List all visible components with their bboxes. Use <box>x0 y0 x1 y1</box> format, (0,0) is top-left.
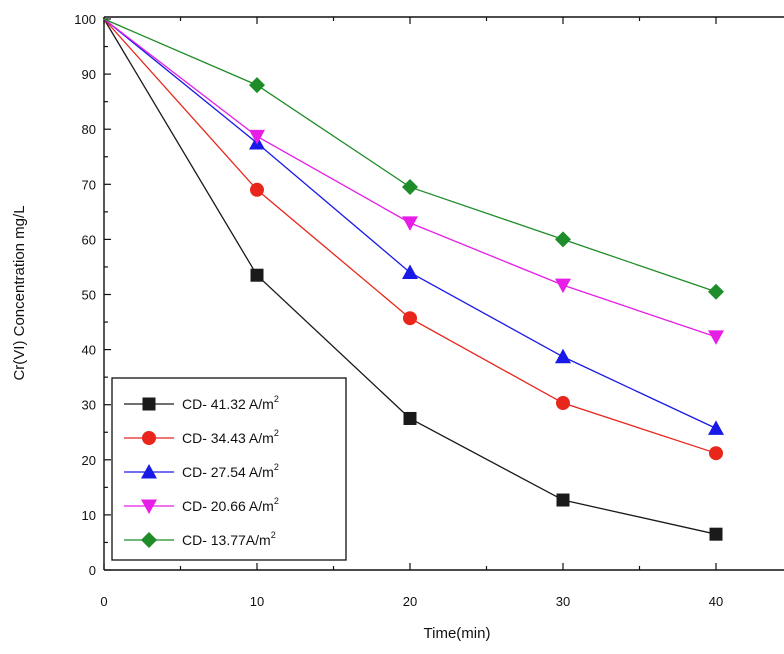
data-point <box>403 411 417 425</box>
legend-label: CD- 41.32 A/m2 <box>182 394 279 412</box>
data-point <box>250 182 264 197</box>
y-tick-label: 20 <box>82 453 96 468</box>
data-point <box>402 179 418 196</box>
y-tick-label: 40 <box>82 343 96 358</box>
legend-entry: CD- 13.77A/m2 <box>124 530 276 548</box>
y-tick-label: 100 <box>74 12 96 27</box>
y-tick-label: 10 <box>82 508 96 523</box>
y-tick-label: 50 <box>82 288 96 303</box>
data-point <box>555 231 571 248</box>
series-3 <box>103 18 724 435</box>
x-tick-label: 0 <box>100 594 107 609</box>
legend-label: CD- 34.43 A/m2 <box>182 428 279 446</box>
legend-entry: CD- 34.43 A/m2 <box>124 428 279 446</box>
data-point <box>402 264 418 279</box>
legend-marker <box>142 397 156 411</box>
plot-area <box>103 16 784 571</box>
legend-label-superscript: 2 <box>274 394 279 404</box>
data-point <box>402 216 418 231</box>
legend-entry: CD- 27.54 A/m2 <box>124 462 279 480</box>
legend-marker <box>141 532 157 548</box>
y-tick-label: 70 <box>82 177 96 192</box>
data-point <box>555 348 571 364</box>
x-tick-label: 20 <box>403 594 417 609</box>
legend-label: CD- 20.66 A/m2 <box>182 496 279 514</box>
series-4 <box>103 18 724 345</box>
data-point <box>708 330 724 345</box>
legend-marker <box>141 464 157 479</box>
series-line <box>103 18 717 338</box>
x-tick-label: 30 <box>556 594 570 609</box>
data-point <box>556 493 570 507</box>
legend-label: CD- 13.77A/m2 <box>182 530 276 548</box>
data-point <box>403 311 417 326</box>
legend-entry: CD- 41.32 A/m2 <box>124 394 279 412</box>
series-2 <box>103 18 723 461</box>
x-tick-label: 40 <box>709 594 723 609</box>
y-tick-label: 60 <box>82 232 96 247</box>
y-tick-label: 80 <box>82 122 96 137</box>
legend-marker <box>142 431 156 445</box>
data-point <box>249 129 265 145</box>
legend-marker <box>141 499 157 514</box>
data-point <box>556 396 570 411</box>
legend-label-text: CD- 13.77A/m <box>182 532 271 548</box>
data-point <box>709 527 723 541</box>
series-line <box>103 18 717 293</box>
data-point <box>555 278 571 294</box>
y-tick-label: 30 <box>82 398 96 413</box>
data-point <box>708 283 724 300</box>
legend-label-text: CD- 27.54 A/m <box>182 464 274 480</box>
series-5 <box>103 18 724 300</box>
series-1 <box>103 18 723 541</box>
axes: 0 10 20 30 40 0 10 20 30 40 50 60 70 80 90 100 <box>74 12 723 609</box>
x-tick-label: 10 <box>250 594 264 609</box>
data-point <box>250 268 264 282</box>
y-tick-label: 0 <box>89 563 96 578</box>
series-group <box>103 18 724 541</box>
legend-label-superscript: 2 <box>274 428 279 438</box>
legend-label-text: CD- 41.32 A/m <box>182 396 274 412</box>
data-point <box>709 446 723 461</box>
legend-label-text: CD- 20.66 A/m <box>182 498 274 514</box>
data-point <box>708 420 724 435</box>
legend-label-superscript: 2 <box>271 530 276 540</box>
legend-label: CD- 27.54 A/m2 <box>182 462 279 480</box>
y-axis-title: Cr(VI) Concentration mg/L <box>11 205 28 380</box>
x-axis-title: Time(min) <box>424 625 491 642</box>
data-point <box>249 77 265 94</box>
y-tick-label: 90 <box>82 67 96 82</box>
legend-label-superscript: 2 <box>274 496 279 506</box>
legend-label-superscript: 2 <box>274 462 279 472</box>
legend-entry: CD- 20.66 A/m2 <box>124 496 279 514</box>
legend-label-text: CD- 34.43 A/m <box>182 430 274 446</box>
